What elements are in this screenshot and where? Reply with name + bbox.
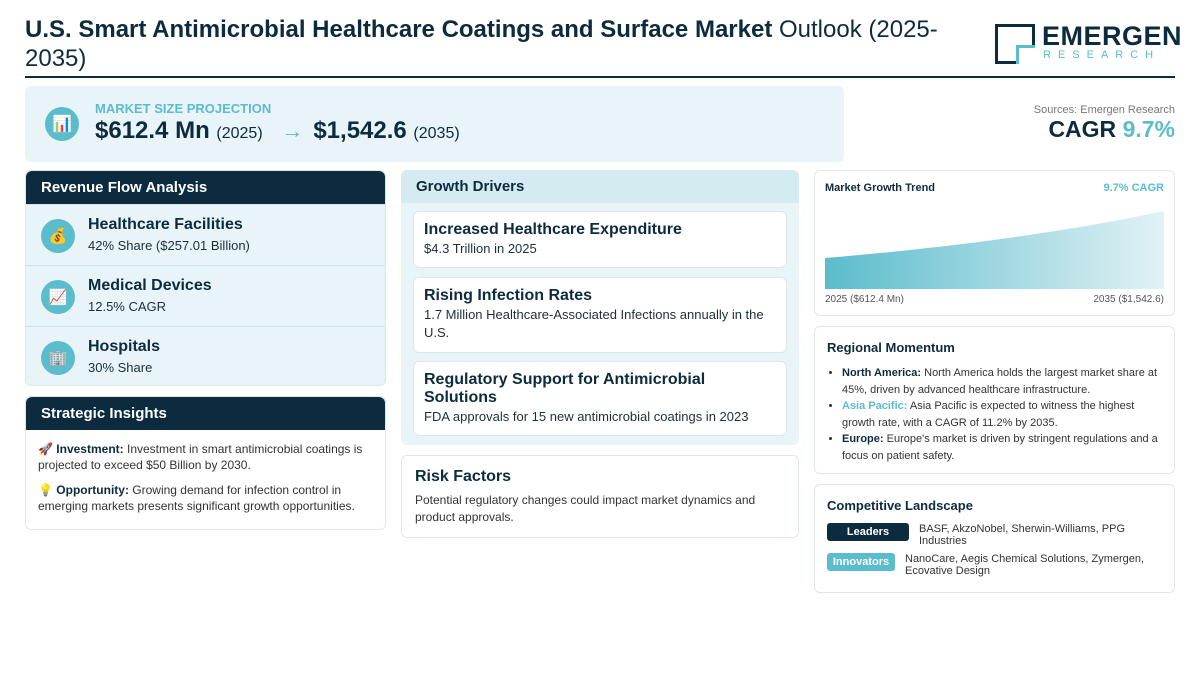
logo-mark-icon [995, 24, 1035, 64]
trend-start-label: 2025 ($612.4 Mn) [825, 294, 904, 305]
region-label: Europe: [842, 433, 884, 445]
emergen-logo: EMERGEN RESEARCH [995, 21, 1182, 66]
region-label: Asia Pacific: [842, 400, 908, 412]
competitive-landscape-title: Competitive Landscape [827, 498, 973, 513]
market-size-projection: 📊 MARKET SIZE PROJECTION $612.4 Mn (2025… [25, 86, 844, 162]
projection-start-value: $612.4 Mn [95, 117, 210, 144]
sources-text: Sources: Emergen Research [1033, 104, 1175, 116]
region-list: North America: North America holds the l… [827, 365, 1162, 464]
insight-label: Opportunity: [56, 483, 129, 497]
money-bag-icon: 💰 [41, 219, 75, 253]
strategic-insights-panel: Strategic Insights 🚀 Investment: Investm… [25, 396, 386, 530]
driver-text: $4.3 Trillion in 2025 [424, 241, 537, 256]
projection-values: $612.4 Mn (2025) → $1,542.6 (2035) [95, 117, 460, 145]
trend-end-label: 2035 ($1,542.6) [1093, 294, 1164, 305]
leaders-badge: Leaders [827, 523, 909, 541]
rocket-icon: 🚀 [38, 442, 53, 456]
regional-momentum-title: Regional Momentum [827, 340, 955, 355]
region-text: Europe's market is driven by stringent r… [842, 433, 1158, 462]
driver-title: Rising Infection Rates [424, 287, 593, 304]
market-growth-trend-panel: Market Growth Trend 9.7% CAGR 2025 ($612… [814, 170, 1175, 316]
driver-card: Regulatory Support for Antimicrobial Sol… [413, 361, 787, 436]
competitor-row-leaders: Leaders BASF, AkzoNobel, Sherwin-William… [827, 523, 1174, 547]
competitor-names: BASF, AkzoNobel, Sherwin-Williams, PPG I… [919, 523, 1126, 547]
revenue-item-title: Healthcare Facilities [88, 216, 243, 233]
competitive-landscape-panel: Competitive Landscape Leaders BASF, Akzo… [814, 484, 1175, 593]
header: U.S. Smart Antimicrobial Healthcare Coat… [25, 12, 1182, 78]
logo-name: EMERGEN [1042, 21, 1183, 51]
cagr-summary: CAGR 9.7% [1048, 116, 1175, 143]
arrow-right-icon: → [281, 118, 304, 143]
growth-drivers-title: Growth Drivers [401, 170, 799, 203]
insight-text: Investment in smart antimicrobial coatin… [38, 442, 363, 472]
insight-opportunity: 💡 Opportunity: Growing demand for infect… [38, 482, 373, 514]
page-title-rest: Outlook (2025-2035) [25, 16, 938, 72]
insight-label: Investment: [56, 442, 124, 456]
driver-title: Regulatory Support for Antimicrobial Sol… [424, 371, 706, 406]
projection-label: MARKET SIZE PROJECTION [95, 101, 272, 116]
revenue-item-healthcare-facilities: 💰 Healthcare Facilities 42% Share ($257.… [26, 204, 385, 265]
region-label: North America: [842, 367, 922, 379]
projection-end-year: (2035) [413, 125, 460, 142]
risk-factors-text: Potential regulatory changes could impac… [415, 493, 756, 524]
risk-factors-panel: Risk Factors Potential regulatory change… [401, 455, 799, 538]
chart-up-icon: 📈 [41, 280, 75, 314]
driver-text: FDA approvals for 15 new antimicrobial c… [424, 409, 749, 424]
page-title: U.S. Smart Antimicrobial Healthcare Coat… [25, 15, 965, 73]
cagr-value: 9.7% [1122, 116, 1175, 142]
strategic-insights-title: Strategic Insights [26, 397, 385, 430]
revenue-item-hospitals: 🏢 Hospitals 30% Share [26, 326, 385, 387]
projection-start-year: (2025) [216, 125, 263, 142]
risk-factors-title: Risk Factors [415, 468, 512, 485]
revenue-item-title: Medical Devices [88, 277, 212, 294]
driver-title: Increased Healthcare Expenditure [424, 221, 682, 238]
region-text: North America holds the largest market s… [842, 367, 1158, 396]
revenue-flow-panel: Revenue Flow Analysis 💰 Healthcare Facil… [25, 170, 386, 386]
logo-subtitle: RESEARCH [1043, 49, 1161, 61]
competitor-names: NanoCare, Aegis Chemical Solutions, Zyme… [905, 553, 1145, 577]
driver-text: 1.7 Million Healthcare-Associated Infect… [424, 307, 764, 340]
revenue-item-title: Hospitals [88, 338, 161, 355]
driver-card: Increased Healthcare Expenditure $4.3 Tr… [413, 211, 787, 268]
insight-text: Growing demand for infection control in … [38, 483, 355, 513]
revenue-item-sub: 42% Share ($257.01 Billion) [88, 238, 250, 253]
trend-area-chart [825, 211, 1164, 289]
regional-momentum-panel: Regional Momentum North America: North A… [814, 326, 1175, 474]
driver-card: Rising Infection Rates 1.7 Million Healt… [413, 277, 787, 353]
revenue-flow-title: Revenue Flow Analysis [26, 171, 385, 204]
region-text: Asia Pacific is expected to witness the … [842, 400, 1135, 429]
innovators-badge: Innovators [827, 553, 895, 571]
revenue-item-medical-devices: 📈 Medical Devices 12.5% CAGR [26, 265, 385, 326]
trend-area [825, 211, 1164, 289]
region-item-europe: Europe: Europe's market is driven by str… [842, 431, 1162, 464]
growth-drivers-panel: Growth Drivers Increased Healthcare Expe… [401, 170, 799, 445]
revenue-item-sub: 30% Share [88, 360, 153, 375]
competitor-row-innovators: Innovators NanoCare, Aegis Chemical Solu… [827, 553, 1174, 577]
revenue-item-sub: 12.5% CAGR [88, 299, 167, 314]
trend-title: Market Growth Trend [825, 182, 936, 194]
page-title-bold: U.S. Smart Antimicrobial Healthcare Coat… [25, 16, 773, 43]
region-item-north-america: North America: North America holds the l… [842, 365, 1162, 398]
trend-cagr: 9.7% CAGR [1103, 182, 1164, 194]
projection-end-value: $1,542.6 [313, 117, 407, 144]
lightbulb-icon: 💡 [38, 483, 53, 497]
region-item-asia-pacific: Asia Pacific: Asia Pacific is expected t… [842, 398, 1162, 431]
cagr-label: CAGR [1048, 116, 1117, 142]
hospital-icon: 🏢 [41, 341, 75, 375]
insight-investment: 🚀 Investment: Investment in smart antimi… [38, 441, 373, 473]
bar-chart-icon: 📊 [45, 107, 79, 141]
